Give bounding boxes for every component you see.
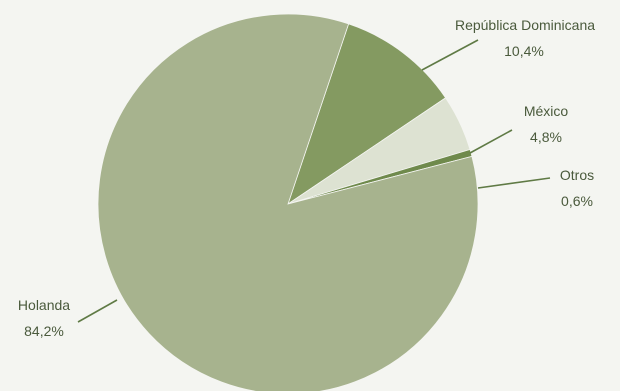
slice-value-mexico: 4,8% — [530, 129, 562, 145]
slice-value-otros: 0,6% — [561, 193, 593, 209]
slice-label-holanda: Holanda — [18, 297, 70, 313]
leader-line-mexico — [469, 129, 513, 154]
pie-slices — [97, 13, 479, 391]
leader-line-otros — [477, 177, 551, 189]
leader-line-republica-dominicana — [421, 39, 479, 71]
pie-slice-holanda — [97, 13, 479, 391]
slice-label-mexico: México — [524, 103, 569, 119]
slice-label-republica-dominicana: República Dominicana — [455, 17, 595, 33]
slice-label-otros: Otros — [560, 167, 594, 183]
slice-value-republica-dominicana: 10,4% — [504, 43, 544, 59]
slice-value-holanda: 84,2% — [24, 323, 64, 339]
leader-line-holanda — [77, 299, 118, 323]
pie-slice-republica-dominicana — [287, 23, 447, 205]
